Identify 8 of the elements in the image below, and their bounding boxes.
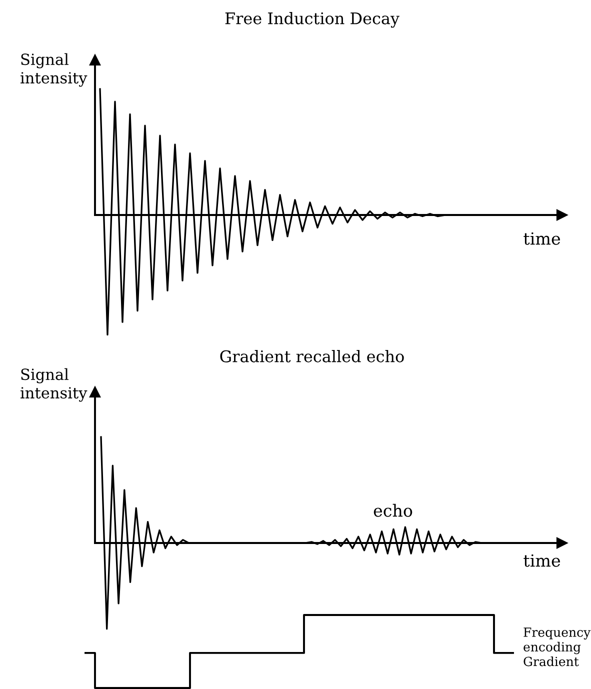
y-axis-title: Signal intensity — [20, 53, 88, 87]
chart-title: Free Induction Decay — [225, 12, 400, 28]
chart-title: Gradient recalled echo — [220, 350, 404, 362]
series-label: Frequency encoding Gradient — [524, 628, 591, 666]
y-axis-title: Signal intensity — [20, 368, 88, 402]
annotation: echo — [374, 504, 412, 517]
x-axis-title: time — [524, 232, 560, 245]
x-axis-title: time — [524, 554, 560, 567]
